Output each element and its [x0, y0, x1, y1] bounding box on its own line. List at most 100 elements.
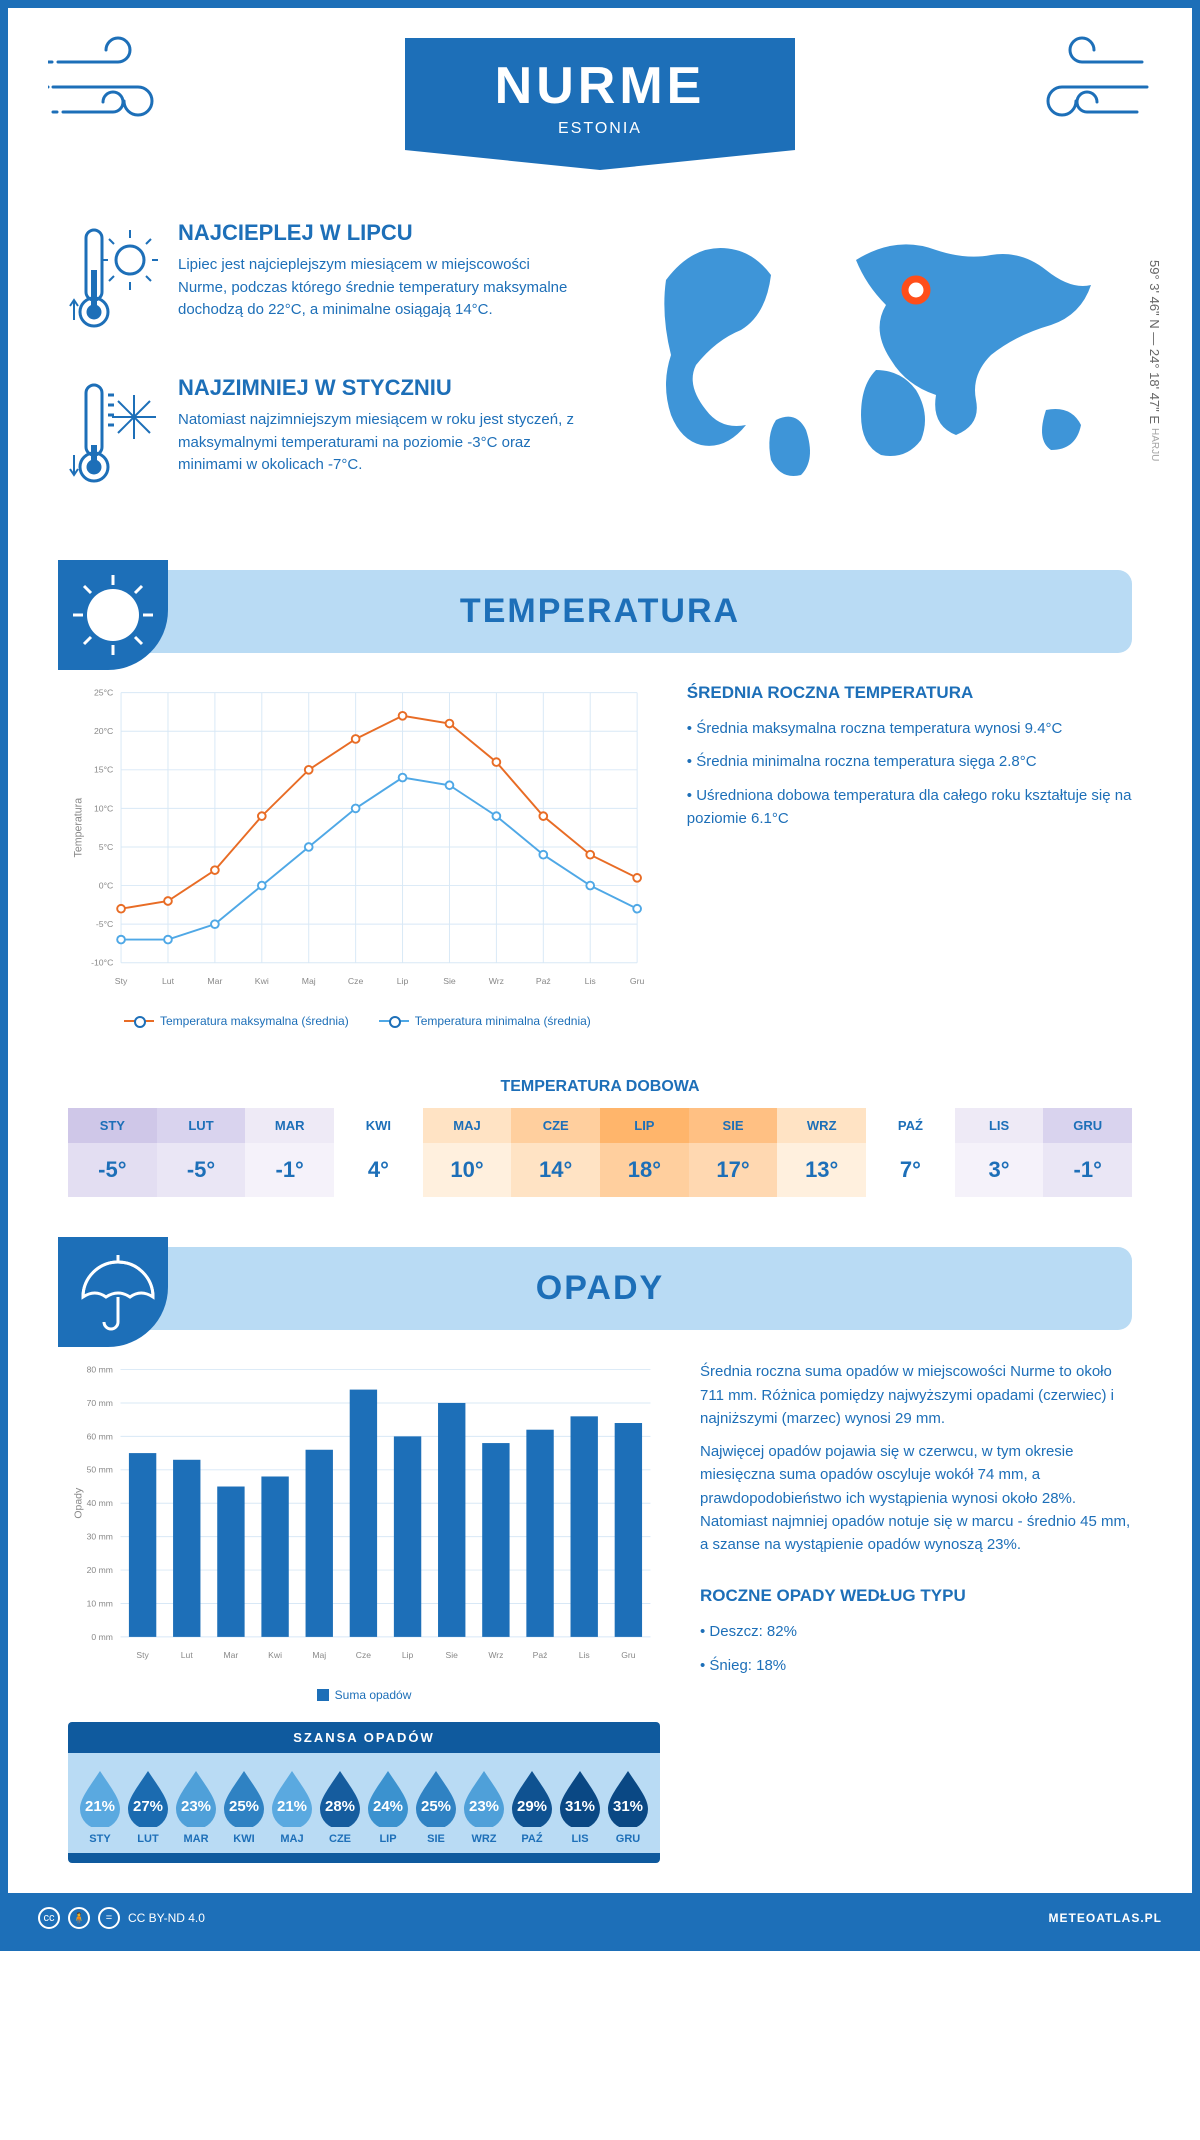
chance-panel: SZANSA OPADÓW 21% STY 27% LUT 23% MAR — [68, 1722, 660, 1863]
wind-icon — [1022, 32, 1152, 137]
coldest-block: NAJZIMNIEJ W STYCZNIU Natomiast najzimni… — [68, 375, 580, 500]
svg-text:Gru: Gru — [630, 976, 645, 986]
daily-temp-cell: MAR -1° — [245, 1108, 334, 1197]
svg-text:25%: 25% — [229, 1798, 259, 1815]
umbrella-icon — [58, 1237, 168, 1347]
svg-text:-10°C: -10°C — [91, 958, 113, 968]
svg-text:50 mm: 50 mm — [87, 1465, 113, 1475]
svg-text:Paź: Paź — [536, 976, 551, 986]
svg-text:Mar: Mar — [207, 976, 222, 986]
svg-text:Sie: Sie — [443, 976, 456, 986]
svg-text:Lis: Lis — [579, 1650, 590, 1660]
cc-icon: cc — [38, 1907, 60, 1929]
daily-temp-cell: LIS 3° — [955, 1108, 1044, 1197]
chance-drop: 21% STY — [76, 1769, 124, 1845]
svg-text:Cze: Cze — [356, 1650, 371, 1660]
svg-text:60 mm: 60 mm — [87, 1432, 113, 1442]
hottest-title: NAJCIEPLEJ W LIPCU — [178, 220, 580, 246]
chance-drop: 27% LUT — [124, 1769, 172, 1845]
by-icon: 🧍 — [68, 1907, 90, 1929]
svg-text:24%: 24% — [373, 1798, 403, 1815]
precip-legend: Suma opadów — [68, 1688, 660, 1702]
svg-text:Lis: Lis — [585, 976, 597, 986]
chance-drop: 29% PAŹ — [508, 1769, 556, 1845]
precip-p2: Najwięcej opadów pojawia się w czerwcu, … — [700, 1440, 1132, 1556]
svg-text:Lut: Lut — [162, 976, 175, 986]
chance-drop: 25% KWI — [220, 1769, 268, 1845]
svg-text:Sty: Sty — [136, 1650, 149, 1660]
svg-text:23%: 23% — [469, 1798, 499, 1815]
chance-drop: 28% CZE — [316, 1769, 364, 1845]
daily-temp-cell: SIE 17° — [689, 1108, 778, 1197]
thermometer-cold-icon — [68, 375, 158, 500]
precip-type-item: Śnieg: 18% — [700, 1654, 1132, 1677]
annual-temp-list: Średnia maksymalna roczna temperatura wy… — [687, 717, 1132, 830]
site-name: METEOATLAS.PL — [1049, 1911, 1162, 1925]
precip-heading: OPADY — [68, 1247, 1132, 1330]
svg-text:21%: 21% — [85, 1798, 115, 1815]
svg-text:Kwi: Kwi — [268, 1650, 282, 1660]
precip-bar-chart: 0 mm10 mm20 mm30 mm40 mm50 mm60 mm70 mm8… — [68, 1360, 660, 1675]
license: cc 🧍 = CC BY-ND 4.0 — [38, 1907, 205, 1929]
temperature-heading: TEMPERATURA — [68, 570, 1132, 653]
daily-temp-cell: GRU -1° — [1043, 1108, 1132, 1197]
intro-section: NAJCIEPLEJ W LIPCU Lipiec jest najcieple… — [8, 220, 1192, 570]
temp-legend: Temperatura maksymalna (średnia) Tempera… — [68, 1014, 647, 1028]
daily-temp-cell: CZE 14° — [511, 1108, 600, 1197]
city-name: NURME — [495, 56, 706, 116]
temperature-split: -10°C-5°C0°C5°C10°C15°C20°C25°CStyLutMar… — [8, 683, 1192, 1058]
world-map — [620, 220, 1132, 480]
svg-text:Maj: Maj — [312, 1650, 326, 1660]
svg-text:20 mm: 20 mm — [87, 1565, 113, 1575]
country-name: ESTONIA — [495, 120, 706, 138]
svg-text:0°C: 0°C — [99, 880, 114, 890]
svg-text:Cze: Cze — [348, 976, 364, 986]
precip-p1: Średnia roczna suma opadów w miejscowośc… — [700, 1360, 1132, 1430]
svg-text:-5°C: -5°C — [96, 919, 113, 929]
title-banner: NURME ESTONIA — [405, 38, 796, 150]
svg-text:80 mm: 80 mm — [87, 1365, 113, 1375]
annual-temp-item: Średnia maksymalna roczna temperatura wy… — [687, 717, 1132, 740]
svg-text:31%: 31% — [565, 1798, 595, 1815]
precip-type-title: ROCZNE OPADY WEDŁUG TYPU — [700, 1586, 1132, 1606]
chance-drop: 23% MAR — [172, 1769, 220, 1845]
precip-split: 0 mm10 mm20 mm30 mm40 mm50 mm60 mm70 mm8… — [8, 1360, 1192, 1893]
daily-temp-cell: LUT -5° — [157, 1108, 246, 1197]
wind-icon — [48, 32, 178, 137]
svg-text:Sty: Sty — [115, 976, 128, 986]
svg-text:70 mm: 70 mm — [87, 1398, 113, 1408]
temperature-line-chart: -10°C-5°C0°C5°C10°C15°C20°C25°CStyLutMar… — [68, 683, 647, 1001]
svg-text:15°C: 15°C — [94, 765, 113, 775]
hottest-block: NAJCIEPLEJ W LIPCU Lipiec jest najcieple… — [68, 220, 580, 345]
svg-text:25%: 25% — [421, 1798, 451, 1815]
annual-temp-item: Średnia minimalna roczna temperatura się… — [687, 750, 1132, 773]
annual-temp-item: Uśredniona dobowa temperatura dla całego… — [687, 784, 1132, 831]
svg-text:Lut: Lut — [181, 1650, 194, 1660]
svg-text:Lip: Lip — [402, 1650, 414, 1660]
daily-temp-cell: PAŹ 7° — [866, 1108, 955, 1197]
svg-text:5°C: 5°C — [99, 842, 114, 852]
chance-drops: 21% STY 27% LUT 23% MAR 25% KWI — [68, 1753, 660, 1853]
svg-text:25°C: 25°C — [94, 688, 113, 698]
svg-text:10°C: 10°C — [94, 803, 113, 813]
svg-text:31%: 31% — [613, 1798, 643, 1815]
chance-drop: 25% SIE — [412, 1769, 460, 1845]
daily-temp-cell: MAJ 10° — [423, 1108, 512, 1197]
nd-icon: = — [98, 1907, 120, 1929]
coordinates: 59° 3' 46" N — 24° 18' 47" E HARJU — [1147, 260, 1162, 461]
svg-text:Gru: Gru — [621, 1650, 636, 1660]
footer: cc 🧍 = CC BY-ND 4.0 METEOATLAS.PL — [8, 1893, 1192, 1943]
coldest-title: NAJZIMNIEJ W STYCZNIU — [178, 375, 580, 401]
svg-text:Lip: Lip — [397, 976, 409, 986]
chance-drop: 31% LIS — [556, 1769, 604, 1845]
daily-temp-table: STY -5° LUT -5° MAR -1° KWI 4° MAJ 10° C… — [68, 1108, 1132, 1197]
chance-drop: 24% LIP — [364, 1769, 412, 1845]
daily-temp-cell: WRZ 13° — [777, 1108, 866, 1197]
thermometer-hot-icon — [68, 220, 158, 345]
svg-text:Maj: Maj — [302, 976, 316, 986]
svg-text:0 mm: 0 mm — [91, 1632, 112, 1642]
daily-temp-cell: KWI 4° — [334, 1108, 423, 1197]
svg-text:Wrz: Wrz — [489, 976, 504, 986]
svg-text:Opady: Opady — [72, 1487, 84, 1519]
svg-text:28%: 28% — [325, 1798, 355, 1815]
